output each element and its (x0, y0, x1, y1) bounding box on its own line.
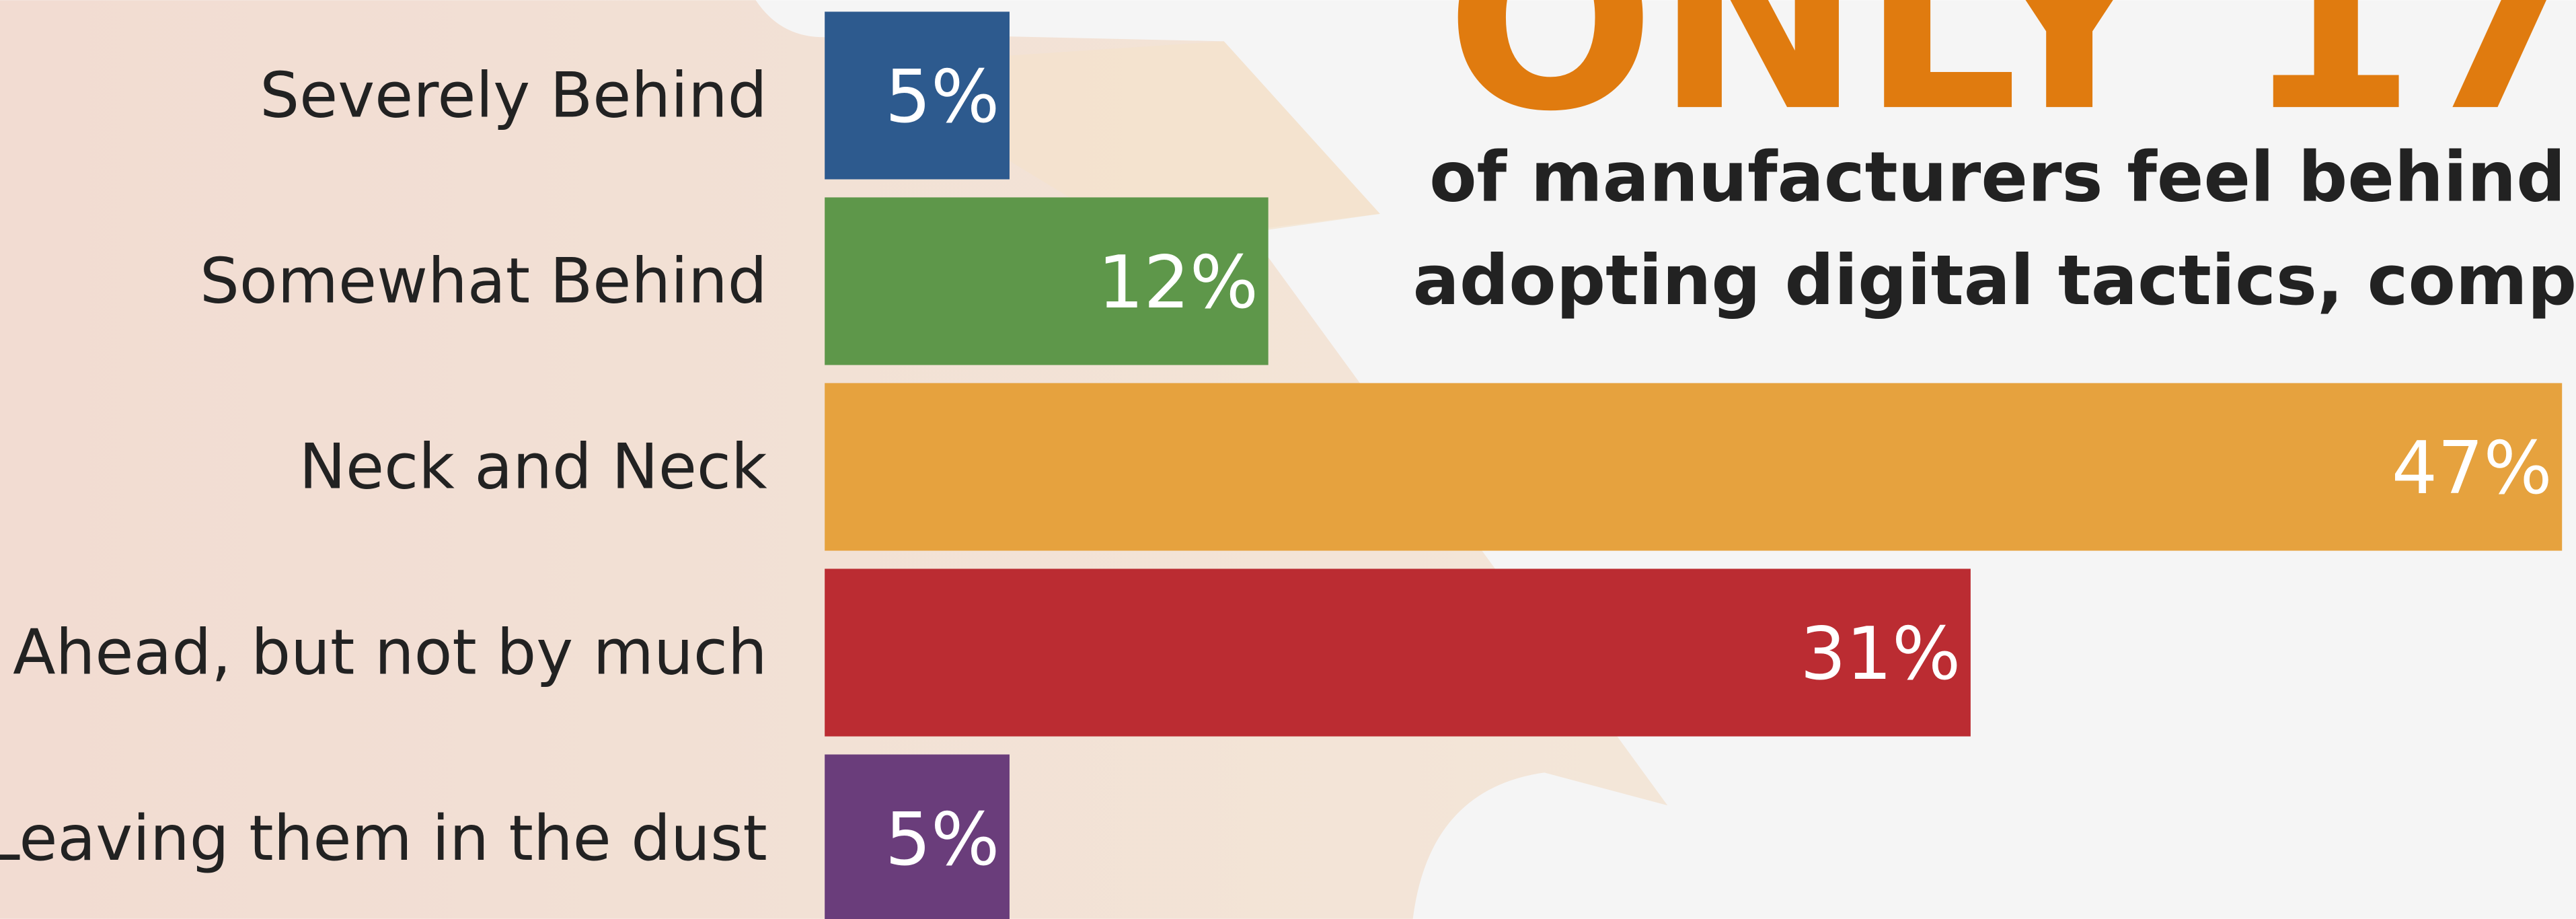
value-label: 5% (885, 55, 1000, 139)
value-label: 12% (1098, 241, 1258, 325)
bar (825, 383, 2563, 551)
category-label: Severely Behind (260, 59, 767, 132)
bar (825, 568, 1971, 737)
title: ONLY 17% (1445, 0, 2576, 166)
subtitle: adopting digital tactics, compared (1413, 241, 2576, 321)
value-label: 47% (2392, 427, 2552, 511)
value-label: 5% (885, 798, 1000, 882)
bar (825, 754, 1010, 919)
bar (825, 197, 1268, 365)
category-label: Neck and Neck (299, 431, 767, 503)
category-label: Leaving them in the dust (0, 802, 767, 875)
category-label: Ahead, but not by much (13, 616, 767, 689)
bar (825, 11, 1010, 180)
category-label: Somewhat Behind (200, 245, 767, 318)
value-label: 31% (1800, 612, 1961, 696)
subtitle: of manufacturers feel behind their (1429, 137, 2576, 217)
